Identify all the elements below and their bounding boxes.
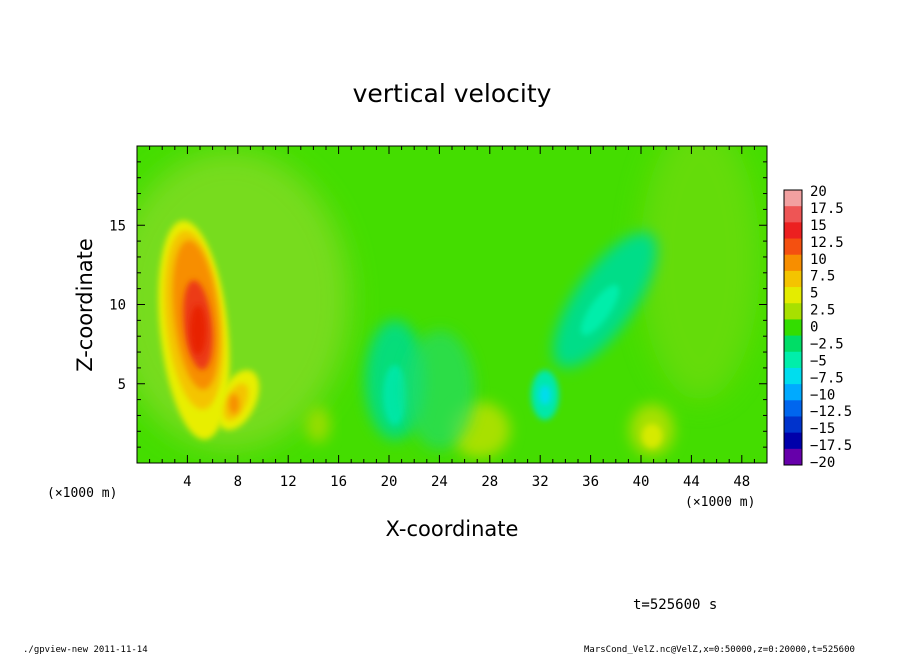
colorbar-swatch [784, 432, 802, 450]
y-tick-label: 15 [109, 218, 126, 234]
feature-blob [229, 394, 239, 414]
colorbar-frame [783, 189, 803, 466]
y-tick-label: 5 [118, 377, 126, 393]
colorbar-label: −2.5 [810, 336, 844, 352]
x-tick-label: 48 [733, 474, 750, 490]
colorbar-label: 0 [810, 320, 818, 336]
colorbar-label: 12.5 [810, 235, 844, 251]
chart-title: vertical velocity [353, 79, 552, 108]
x-axis-tick-labels: 4 8 12 16 20 24 28 32 36 40 44 48 [183, 474, 750, 490]
x-tick-label: 4 [183, 474, 191, 490]
x-tick-label: 24 [431, 474, 448, 490]
colorbar-label: 5 [810, 286, 818, 302]
colorbar-swatch [784, 384, 802, 401]
colorbar [783, 189, 803, 466]
colorbar-swatch [784, 270, 802, 288]
x-tick-label: 8 [234, 474, 242, 490]
colorbar-swatch [784, 190, 802, 207]
x-tick-label: 28 [481, 474, 498, 490]
colorbar-labels: 2017.51512.5107.552.50−2.5−5−7.5−10−12.5… [810, 184, 852, 471]
colorbar-swatch [784, 351, 802, 369]
y-axis-label: Z-coordinate [73, 238, 97, 372]
colorbar-label: −20 [810, 455, 835, 471]
y-axis-ticks [137, 161, 767, 448]
feature-blob [405, 330, 475, 450]
colorbar-swatch [784, 400, 802, 417]
plot-area [137, 146, 767, 463]
colorbar-label: −10 [810, 387, 835, 403]
time-annotation: t=525600 s [633, 597, 717, 613]
colorbar-swatch [784, 367, 802, 385]
colorbar-swatch [784, 238, 802, 256]
x-tick-label: 20 [381, 474, 398, 490]
x-tick-label: 32 [532, 474, 549, 490]
colorbar-swatch [784, 448, 802, 466]
colorbar-label: 15 [810, 218, 827, 234]
colorbar-label: 7.5 [810, 269, 835, 285]
x-tick-label: 36 [582, 474, 599, 490]
colorbar-label: −5 [810, 353, 827, 369]
colorbar-swatch [784, 303, 802, 320]
colorbar-swatch [784, 206, 802, 223]
feature-blob [539, 385, 551, 405]
colorbar-swatch [784, 287, 802, 304]
colorbar-swatch [784, 222, 802, 240]
feature-blob [642, 424, 662, 448]
x-axis-label: X-coordinate [386, 517, 519, 541]
colorbar-label: 20 [810, 184, 827, 200]
x-tick-label: 12 [280, 474, 297, 490]
colorbar-label: 17.5 [810, 201, 844, 217]
feature-blob [580, 284, 620, 336]
colorbar-swatch [784, 254, 802, 272]
colorbar-label: −7.5 [810, 370, 844, 386]
x-tick-label: 40 [633, 474, 650, 490]
y-axis-unit: (×1000 m) [47, 486, 117, 501]
colorbar-swatch [784, 319, 802, 337]
colorbar-label: −17.5 [810, 438, 852, 454]
field-features [137, 146, 760, 458]
x-tick-label: 16 [330, 474, 347, 490]
colorbar-label: −15 [810, 421, 835, 437]
colorbar-swatch [784, 416, 802, 434]
colorbar-label: 2.5 [810, 303, 835, 319]
feature-blob [383, 365, 407, 425]
colorbar-label: 10 [810, 252, 827, 268]
x-tick-label: 44 [683, 474, 700, 490]
colorbar-label: −12.5 [810, 404, 852, 420]
x-axis-ticks [149, 146, 755, 463]
feature-blob [190, 305, 206, 355]
colorbar-swatch [784, 335, 802, 353]
x-axis-unit: (×1000 m) [685, 495, 755, 510]
footer-left: ./gpview-new 2011-11-14 [23, 645, 148, 654]
footer-right: MarsCond_VelZ.nc@VelZ,x=0:50000,z=0:2000… [584, 645, 855, 654]
y-tick-label: 10 [109, 298, 126, 314]
feature-blob [306, 407, 330, 443]
feature-blob [640, 146, 760, 400]
y-axis-tick-labels: 5 10 15 [109, 218, 126, 393]
